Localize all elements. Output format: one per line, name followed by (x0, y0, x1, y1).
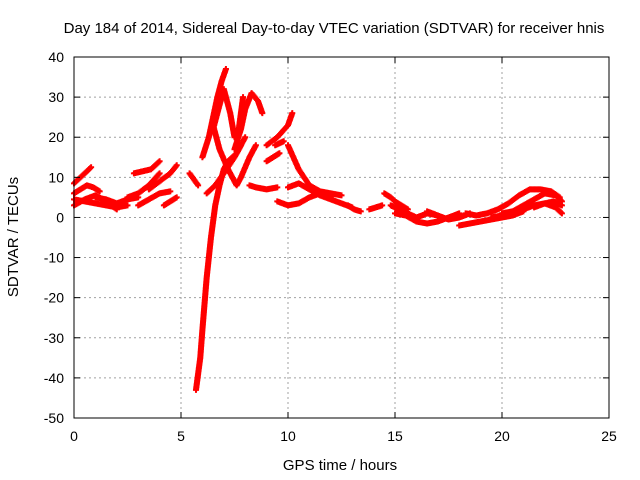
series-arc-35 (531, 198, 565, 211)
x-tick-label: 5 (177, 428, 185, 444)
series-arc-15 (203, 134, 249, 197)
series-arc-18 (246, 182, 281, 193)
x-tick-label: 0 (70, 428, 78, 444)
series-arc-13 (199, 66, 229, 161)
series-arc-7 (130, 158, 163, 177)
series-arc-8 (145, 162, 180, 193)
series-arc-19 (263, 110, 296, 149)
series-arc-11 (186, 170, 202, 189)
data-points (71, 66, 565, 393)
y-tick-label: -40 (44, 370, 64, 386)
data-point (558, 202, 565, 209)
data-point (259, 110, 266, 117)
x-tick-label: 25 (601, 428, 617, 444)
data-point (167, 188, 174, 195)
y-tick-label: -50 (44, 410, 64, 426)
data-point (88, 164, 95, 171)
ticks: 0 5 10 15 20 25 -50 -40 -30 -20 -10 0 10 20 30 40 (44, 49, 617, 444)
grid (74, 57, 609, 418)
series-arc-10 (160, 194, 180, 209)
y-tick-label: -30 (44, 330, 64, 346)
series-arc-25 (344, 202, 364, 215)
data-point (289, 110, 296, 117)
series-arc-17 (231, 90, 266, 153)
data-point (558, 210, 565, 217)
x-tick-label: 20 (494, 428, 510, 444)
data-point (195, 182, 202, 189)
chart-title: Day 184 of 2014, Sidereal Day-to-day VTE… (64, 20, 605, 37)
data-point (242, 134, 249, 141)
data-point (156, 158, 163, 165)
series-arc-1 (71, 164, 95, 187)
data-point (357, 208, 364, 215)
x-tick-label: 15 (387, 428, 403, 444)
series-arc-21 (272, 138, 287, 149)
y-tick-label: -20 (44, 290, 64, 306)
data-point (276, 150, 283, 157)
data-point (338, 192, 345, 199)
y-axis-label: SDTVAR / TECUs (5, 177, 22, 297)
data-point (173, 194, 180, 201)
data-point (124, 202, 131, 209)
data-point (379, 202, 386, 209)
y-tick-label: 30 (48, 89, 64, 105)
y-tick-label: -10 (44, 250, 64, 266)
data-point (173, 162, 180, 169)
data-point (274, 184, 281, 191)
data-point (280, 138, 287, 145)
series-arc-32 (462, 186, 563, 219)
y-tick-label: 40 (48, 49, 64, 65)
y-tick-label: 0 (56, 209, 64, 225)
x-tick-label: 10 (280, 428, 296, 444)
series-arc-26 (366, 202, 386, 213)
series-arc-9 (135, 188, 174, 209)
data-point (96, 188, 103, 195)
data-point (113, 206, 120, 213)
data-point (156, 170, 163, 177)
x-axis-label: GPS time / hours (283, 457, 397, 474)
data-point (240, 94, 247, 101)
series-arc-24 (285, 180, 356, 211)
data-point (252, 142, 259, 149)
y-tick-label: 10 (48, 169, 64, 185)
y-tick-label: 20 (48, 129, 64, 145)
plot-frame (73, 56, 610, 419)
data-point (222, 66, 229, 73)
series-arc-20 (263, 150, 283, 165)
